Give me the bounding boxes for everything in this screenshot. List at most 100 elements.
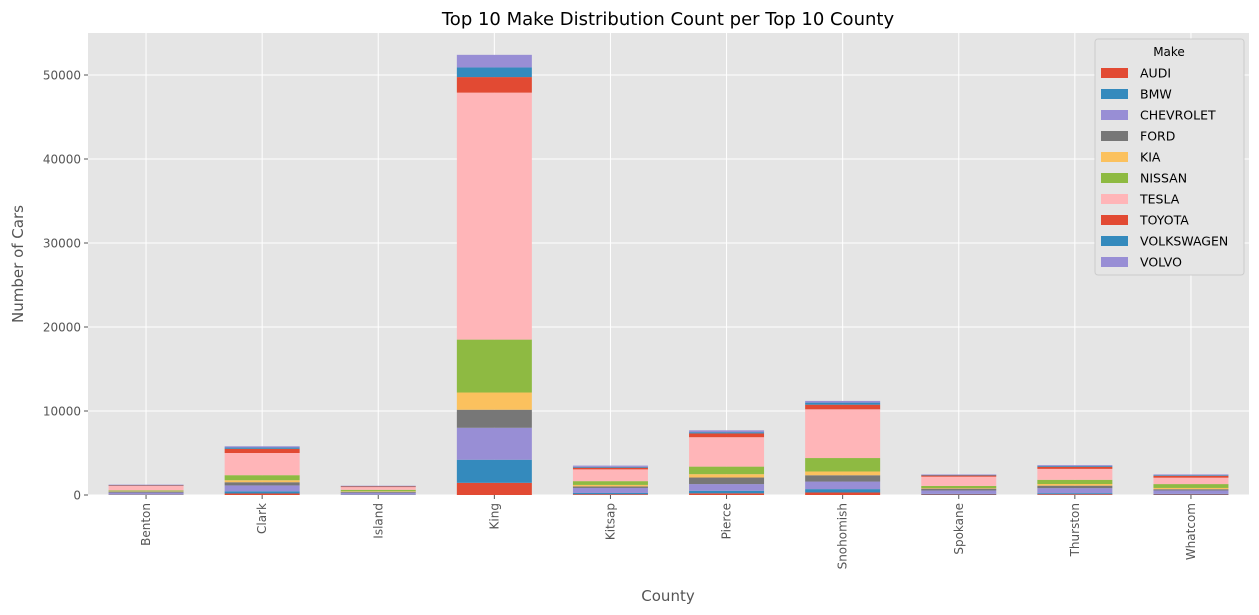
chart-title: Top 10 Make Distribution Count per Top 1… xyxy=(441,9,895,30)
bar-whatcom-kia xyxy=(1153,487,1229,490)
x-tick-label-benton: Benton xyxy=(139,503,153,546)
bar-spokane-nissan xyxy=(921,485,997,489)
bar-spokane-tesla xyxy=(921,476,997,486)
bar-pierce-toyota xyxy=(689,433,765,438)
bar-snohomish-toyota xyxy=(805,404,881,410)
bar-spokane-kia xyxy=(921,488,997,489)
bar-snohomish-tesla xyxy=(805,409,881,459)
legend-swatch-volvo xyxy=(1101,257,1128,267)
bar-king-kia xyxy=(456,392,532,410)
legend-label-chevrolet: CHEVROLET xyxy=(1140,108,1216,123)
bar-spokane-volkswagen xyxy=(921,474,997,476)
bar-clark-ford xyxy=(224,482,300,486)
bar-spokane-toyota xyxy=(921,475,997,477)
bar-pierce-tesla xyxy=(689,437,765,467)
bar-kitsap-audi xyxy=(572,494,648,495)
legend-label-ford: FORD xyxy=(1140,129,1175,144)
y-tick-label: 10000 xyxy=(43,405,81,419)
x-tick-label-clark: Clark xyxy=(255,503,269,534)
bar-benton-ford xyxy=(108,491,184,493)
x-tick-label-snohomish: Snohomish xyxy=(836,503,850,569)
x-axis-ticks: Benton Clark Island King Kitsap Pierce Snohomi… xyxy=(139,495,1198,569)
bar-thurston-tesla xyxy=(1037,468,1113,480)
y-tick-label: 0 xyxy=(73,489,81,503)
bar-spokane-audi xyxy=(921,494,997,495)
y-tick-label: 30000 xyxy=(43,237,81,251)
legend-swatch-ford xyxy=(1101,131,1128,141)
bar-snohomish-nissan xyxy=(805,458,881,472)
x-axis-label: County xyxy=(641,587,695,605)
bar-clark-volvo xyxy=(224,446,300,448)
bar-snohomish-volkswagen xyxy=(805,402,881,405)
x-tick-label-kitsap: Kitsap xyxy=(603,503,617,540)
legend-swatch-toyota xyxy=(1101,215,1128,225)
bar-island-nissan xyxy=(340,489,416,492)
bar-spokane-bmw xyxy=(921,493,997,495)
bar-thurston-kia xyxy=(1037,483,1113,486)
legend-label-tesla: TESLA xyxy=(1139,192,1180,207)
bar-snohomish-volvo xyxy=(805,400,881,403)
y-tick-label: 20000 xyxy=(43,321,81,335)
bar-king-nissan xyxy=(456,339,532,393)
legend-label-bmw: BMW xyxy=(1140,87,1172,102)
bar-king-volvo xyxy=(456,54,532,68)
bar-spokane-volvo xyxy=(921,474,997,475)
bar-king-ford xyxy=(456,409,532,428)
plot-background xyxy=(88,33,1249,495)
bar-kitsap-ford xyxy=(572,486,648,488)
x-tick-label-thurston: Thurston xyxy=(1068,503,1082,557)
legend: Make AUDI BMW CHEVROLET FORD KIA NISSAN TESLA T… xyxy=(1094,38,1245,276)
bar-clark-volkswagen xyxy=(224,447,300,449)
bar-snohomish-kia xyxy=(805,471,881,476)
bar-kitsap-bmw xyxy=(572,492,648,495)
x-tick-label-spokane: Spokane xyxy=(952,503,966,555)
bar-whatcom-toyota xyxy=(1153,475,1229,478)
bar-kitsap-volkswagen xyxy=(572,466,648,468)
bar-benton-tesla xyxy=(108,485,184,491)
bar-king-toyota xyxy=(456,77,532,93)
bar-whatcom-tesla xyxy=(1153,477,1229,485)
bar-clark-tesla xyxy=(224,453,300,476)
bar-king-chevrolet xyxy=(456,427,532,460)
bar-pierce-audi xyxy=(689,493,765,495)
legend-label-nissan: NISSAN xyxy=(1140,171,1187,186)
bar-thurston-audi xyxy=(1037,494,1113,495)
bar-snohomish-chevrolet xyxy=(805,481,881,490)
bar-clark-toyota xyxy=(224,448,300,453)
legend-swatch-volkswagen xyxy=(1101,236,1128,246)
bar-island-ford xyxy=(340,491,416,493)
bar-spokane-chevrolet xyxy=(921,490,997,494)
bar-pierce-nissan xyxy=(689,466,765,475)
bar-whatcom-nissan xyxy=(1153,484,1229,488)
bar-snohomish-audi xyxy=(805,492,881,495)
bar-spokane-ford xyxy=(921,488,997,491)
bar-thurston-nissan xyxy=(1037,479,1113,484)
bar-clark-chevrolet xyxy=(224,485,300,492)
bar-kitsap-nissan xyxy=(572,481,648,485)
bar-king-audi xyxy=(456,482,532,495)
bar-kitsap-toyota xyxy=(572,467,648,470)
legend-box xyxy=(1094,38,1245,276)
bar-kitsap-kia xyxy=(572,484,648,487)
bar-whatcom-audi xyxy=(1153,494,1229,495)
bar-whatcom-volvo xyxy=(1153,474,1229,476)
bar-snohomish-bmw xyxy=(805,489,881,493)
legend-label-audi: AUDI xyxy=(1140,66,1171,81)
bar-benton-toyota xyxy=(108,485,184,486)
x-tick-label-pierce: Pierce xyxy=(720,503,734,539)
y-axis-label: Number of Cars xyxy=(9,205,27,323)
bar-clark-kia xyxy=(224,480,300,483)
bar-thurston-volvo xyxy=(1037,465,1113,466)
bar-pierce-volvo xyxy=(689,430,765,433)
bar-kitsap-volvo xyxy=(572,465,648,467)
legend-label-volkswagen: VOLKSWAGEN xyxy=(1140,234,1228,249)
legend-swatch-tesla xyxy=(1101,194,1128,204)
bar-thurston-volkswagen xyxy=(1037,465,1113,467)
bar-king-volkswagen xyxy=(456,67,532,78)
bar-snohomish-ford xyxy=(805,475,881,482)
y-tick-label: 50000 xyxy=(43,69,81,83)
bar-whatcom-chevrolet xyxy=(1153,490,1229,494)
bar-whatcom-ford xyxy=(1153,489,1229,491)
bars xyxy=(108,54,1229,495)
